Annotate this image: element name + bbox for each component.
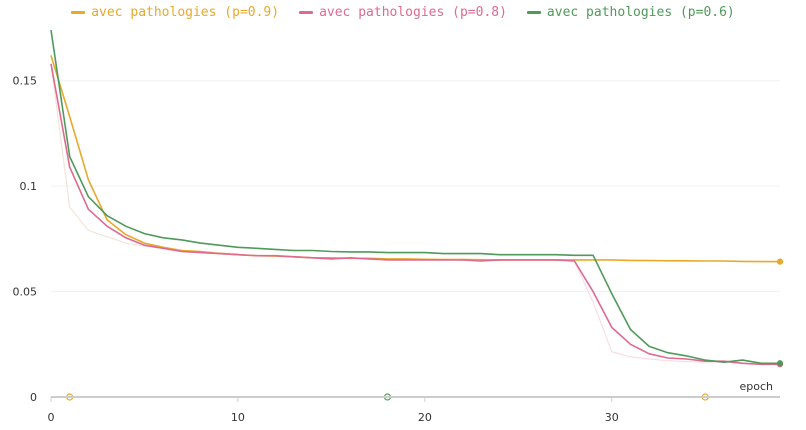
x-tick-label: 10 [231, 411, 245, 424]
faint-lines [50, 63, 781, 365]
series-line-1[interactable] [50, 63, 780, 366]
y-tick-label: 0 [30, 391, 37, 404]
x-tick-label: 20 [418, 411, 432, 424]
x-axis-title: epoch [740, 380, 774, 393]
legend: avec pathologies (p=0.9) avec pathologie… [0, 5, 806, 20]
legend-label-p08: avec pathologies (p=0.8) [319, 5, 507, 20]
legend-label-p09: avec pathologies (p=0.9) [91, 5, 280, 20]
legend-item-p06[interactable]: avec pathologies (p=0.6) [526, 5, 735, 20]
legend-swatch-p08 [299, 11, 314, 14]
series-lines [50, 29, 780, 366]
series-line-2[interactable] [50, 29, 780, 365]
x-tick-label: 0 [48, 411, 55, 424]
x-tick-label: 30 [605, 411, 619, 424]
legend-item-p08[interactable]: avec pathologies (p=0.8) [299, 5, 507, 20]
series-end-marker[interactable] [776, 258, 784, 265]
y-tick-label: 0.15 [13, 75, 38, 88]
series-line-0[interactable] [50, 55, 780, 263]
y-tick-label: 0.05 [13, 286, 38, 299]
y-tick-label: 0.1 [20, 180, 38, 193]
faint-line [50, 63, 238, 255]
series-markers [66, 258, 784, 401]
series-end-marker[interactable] [776, 360, 784, 367]
legend-item-p09[interactable]: avec pathologies (p=0.9) [71, 5, 279, 20]
faint-line [555, 259, 781, 365]
legend-label-p06: avec pathologies (p=0.6) [546, 5, 735, 20]
axes: 0 0.05 0.1 0.15 0 10 20 30 [13, 75, 780, 424]
legend-swatch-p06 [526, 11, 541, 14]
grid [51, 80, 780, 293]
legend-swatch-p09 [71, 11, 86, 14]
